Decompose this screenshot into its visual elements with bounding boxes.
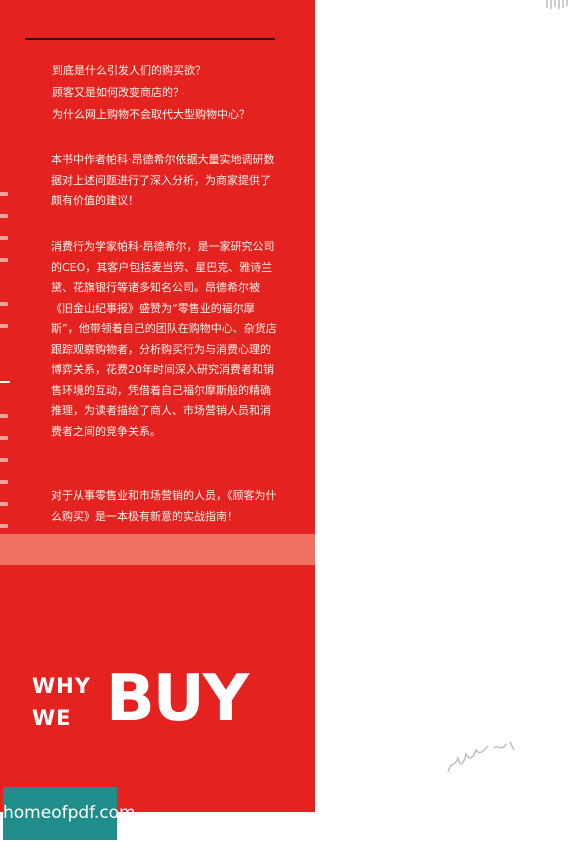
question-list: 到底是什么引发人们的购买欲？ 顾客又是如何改变商店的？ 为什么网上购物不会取代大…	[52, 60, 302, 126]
top-rule	[25, 38, 275, 40]
logo-buy: BUY	[106, 662, 249, 736]
question-2: 顾客又是如何改变商店的？	[52, 86, 184, 99]
logo-why: WHY	[32, 674, 91, 698]
watermark-badge[interactable]: homeofpdf.com	[3, 787, 136, 840]
question-1: 到底是什么引发人们的购买欲？	[52, 64, 206, 77]
intro-paragraph: 本书中作者帕科·昂德希尔依据大量实地调研数据对上述问题进行了深入分析，为商家提供…	[51, 153, 275, 207]
scan-marks	[546, 0, 568, 9]
why-we-buy-logo: WHY WE BUY	[32, 662, 302, 738]
pencil-scribble	[447, 741, 515, 773]
question-3: 为什么网上购物不会取代大型购物中心？	[52, 108, 250, 121]
logo-we: WE	[32, 706, 72, 730]
author-paragraph: 消费行为学家帕科·昂德希尔，是一家研究公司的CEO，其客户包括麦当劳、星巴克、雅…	[51, 240, 277, 438]
light-stripe	[0, 534, 315, 565]
back-cover-panel: 到底是什么引发人们的购买欲？ 顾客又是如何改变商店的？ 为什么网上购物不会取代大…	[0, 0, 315, 812]
page-edge-marks	[0, 0, 8, 812]
page-tick-mark	[0, 381, 10, 383]
closing-paragraph: 对于从事零售业和市场营销的人员，《顾客为什么购买》是一本极有新意的实战指南！	[51, 489, 277, 523]
